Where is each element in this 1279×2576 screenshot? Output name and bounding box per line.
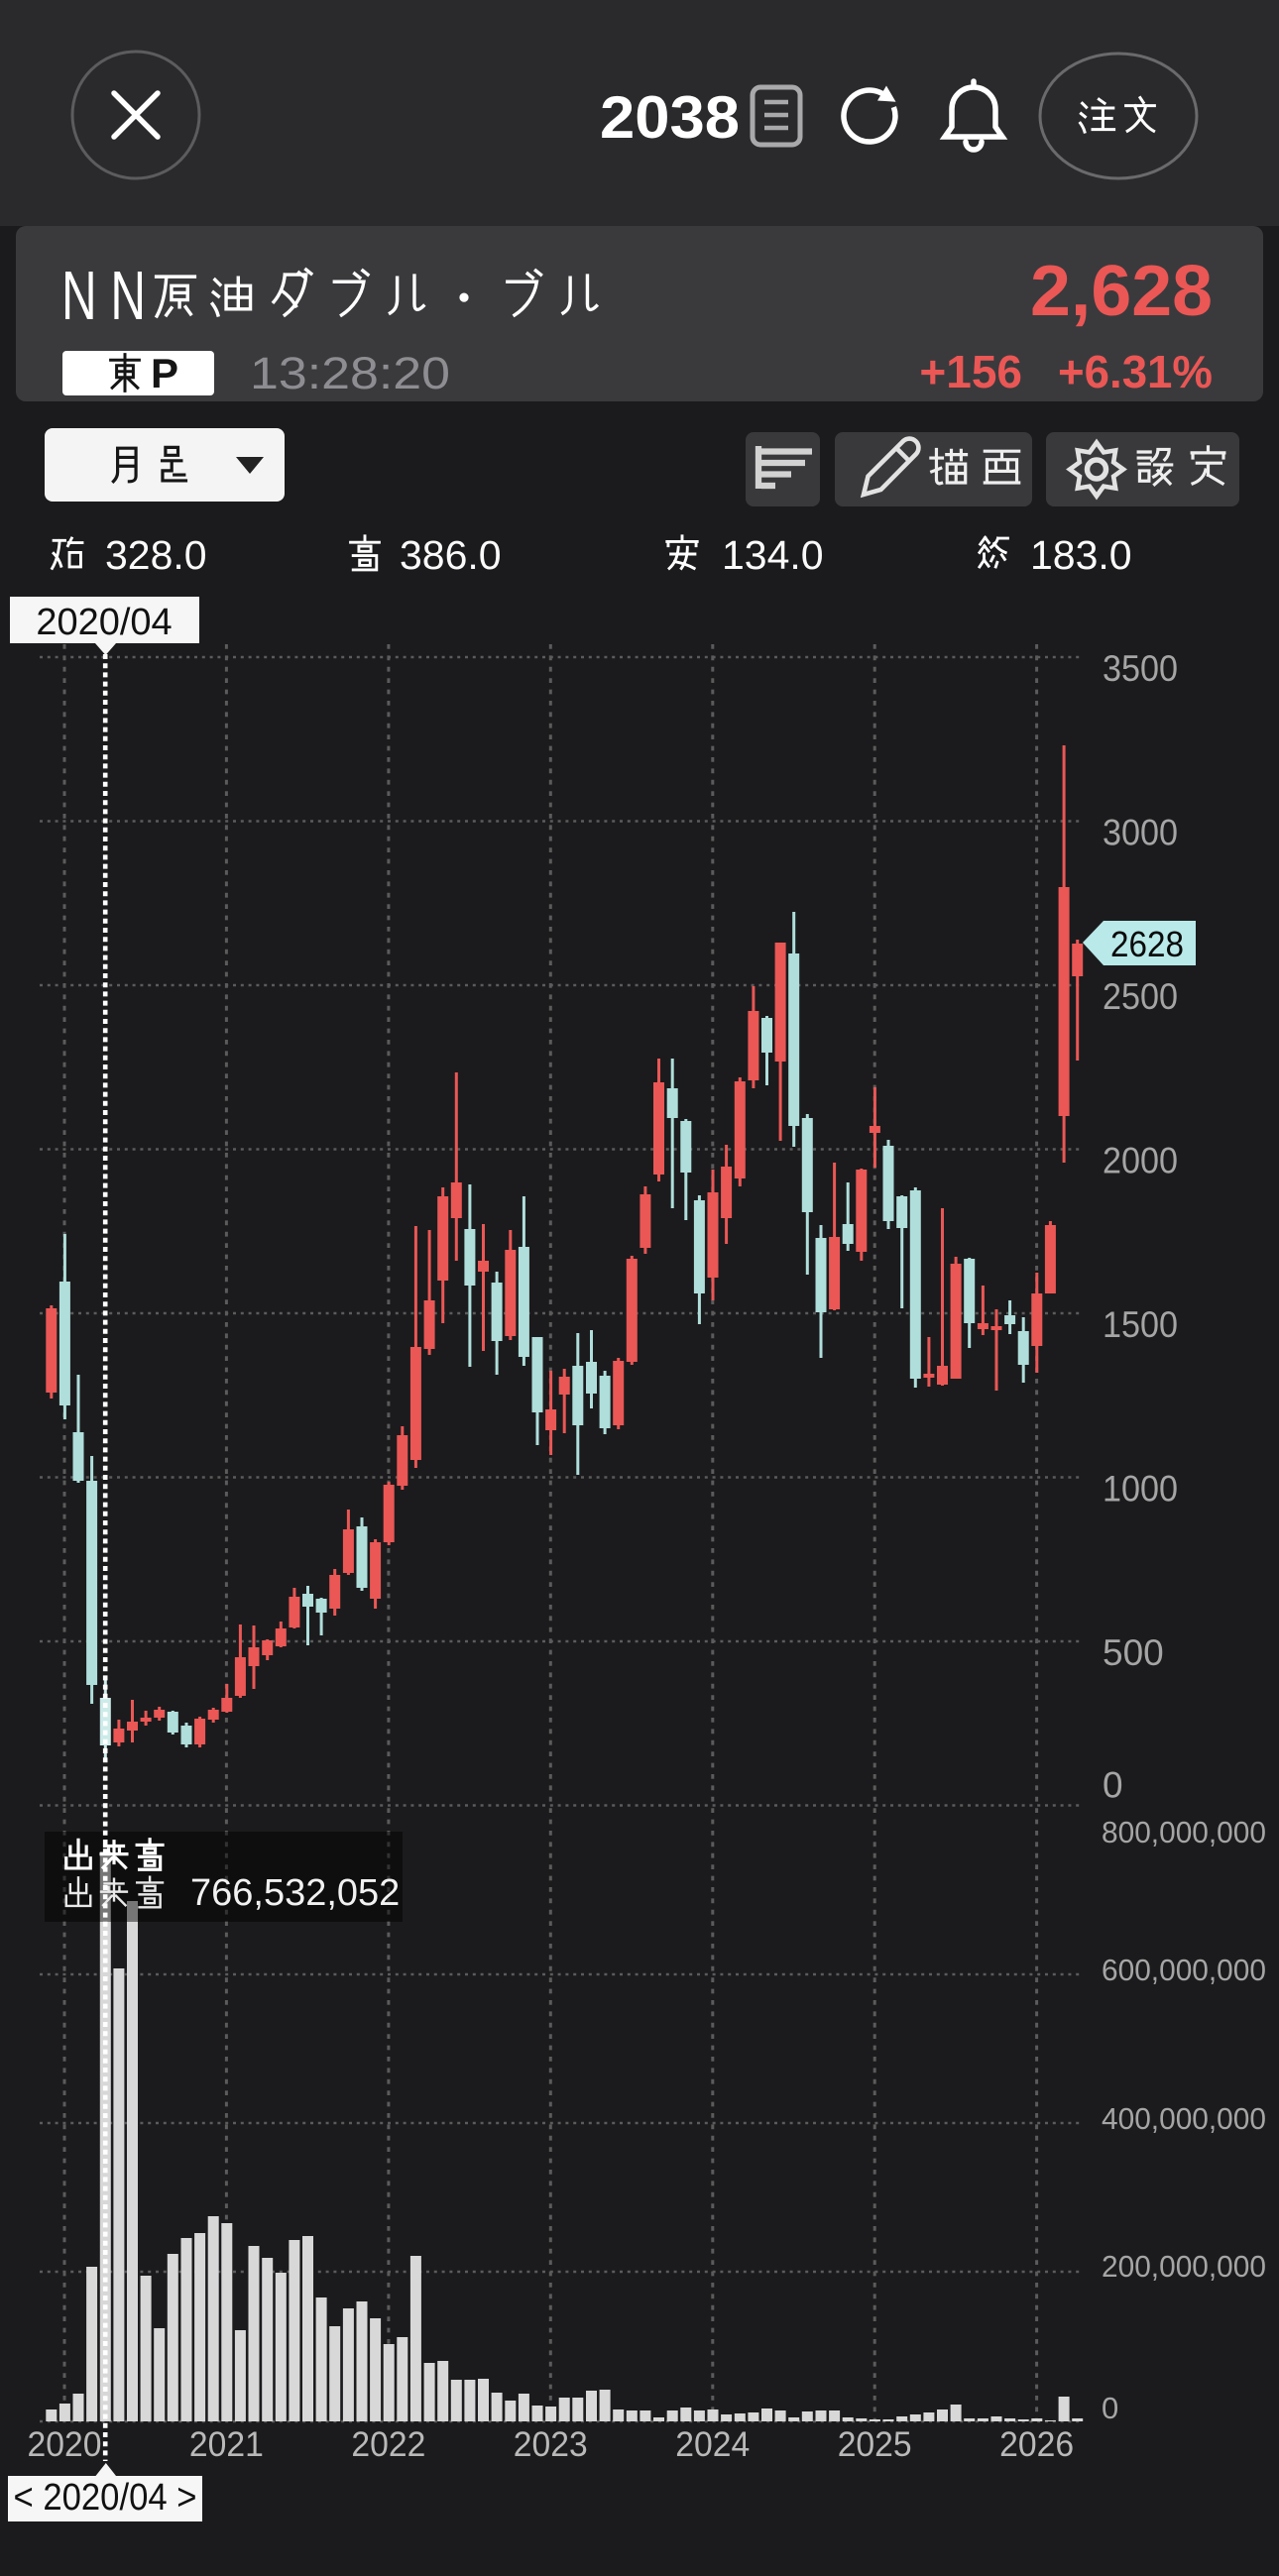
svg-text:134.0: 134.0 <box>722 532 824 578</box>
svg-text:2,628: 2,628 <box>1030 252 1213 331</box>
svg-text:2023: 2023 <box>514 2425 588 2464</box>
svg-text:500: 500 <box>1103 1632 1164 1673</box>
svg-text:3500: 3500 <box>1103 648 1178 689</box>
svg-text:1000: 1000 <box>1103 1469 1178 1510</box>
svg-text:+6.31%: +6.31% <box>1058 346 1213 397</box>
svg-text:2022: 2022 <box>351 2425 425 2464</box>
svg-text:N N: N N <box>61 257 146 334</box>
svg-text:1500: 1500 <box>1103 1304 1178 1345</box>
svg-text:13:28:20: 13:28:20 <box>250 348 450 398</box>
svg-text:< 2020/04 >: < 2020/04 > <box>14 2477 197 2519</box>
svg-text:0: 0 <box>1102 2391 1118 2425</box>
svg-text:3000: 3000 <box>1103 813 1178 853</box>
svg-text:2628: 2628 <box>1110 924 1184 964</box>
svg-text:2020/04: 2020/04 <box>36 602 172 643</box>
svg-text:0: 0 <box>1103 1765 1123 1806</box>
svg-text:2500: 2500 <box>1103 976 1178 1017</box>
svg-text:2000: 2000 <box>1103 1141 1178 1181</box>
svg-text:2024: 2024 <box>675 2425 750 2464</box>
svg-text:600,000,000: 600,000,000 <box>1102 1953 1266 1987</box>
svg-text:+156: +156 <box>919 346 1022 397</box>
svg-text:386.0: 386.0 <box>400 532 502 578</box>
svg-text:400,000,000: 400,000,000 <box>1102 2101 1266 2136</box>
svg-text:2038: 2038 <box>600 84 740 151</box>
svg-text:183.0: 183.0 <box>1030 532 1132 578</box>
svg-text:2025: 2025 <box>838 2425 912 2464</box>
svg-text:P: P <box>151 350 178 396</box>
svg-text:200,000,000: 200,000,000 <box>1102 2249 1266 2284</box>
svg-text:800,000,000: 800,000,000 <box>1102 1815 1266 1849</box>
svg-text:766,532,052: 766,532,052 <box>190 1872 400 1914</box>
svg-text:2021: 2021 <box>189 2425 264 2464</box>
svg-text:2020: 2020 <box>28 2425 102 2464</box>
svg-text:2026: 2026 <box>999 2425 1074 2464</box>
svg-text:328.0: 328.0 <box>105 532 207 578</box>
